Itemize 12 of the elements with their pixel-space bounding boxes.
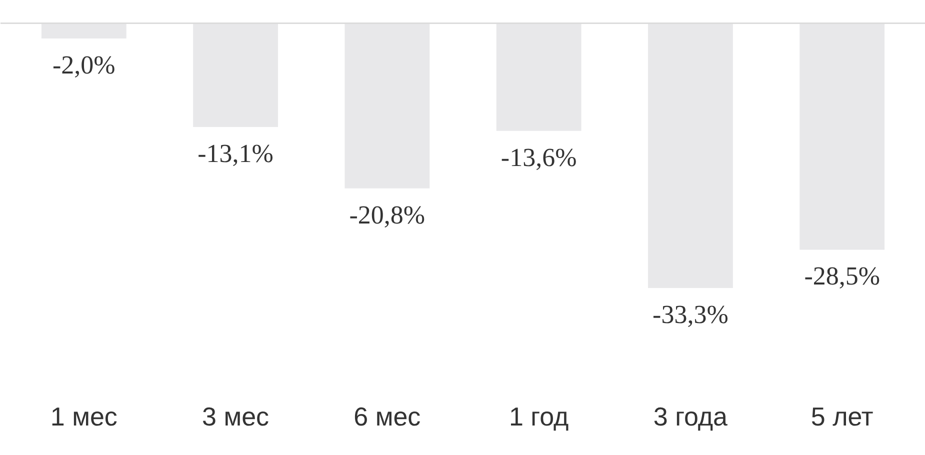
data-label: -13,1% <box>198 138 274 168</box>
data-label: -2,0% <box>52 50 116 80</box>
x-tick-label: 3 мес <box>202 402 270 432</box>
x-tick-label: 5 лет <box>810 402 874 432</box>
x-tick-label: 1 мес <box>50 402 118 432</box>
x-tick-label: 1 год <box>508 402 569 432</box>
data-label: -28,5% <box>804 262 880 291</box>
data-label: -33,3% <box>652 300 728 329</box>
data-label: -20,8% <box>349 200 426 230</box>
x-tick-label: 6 мес <box>354 402 421 432</box>
data-label: -13,6% <box>500 142 577 172</box>
x-tick-label: 3 года <box>653 402 728 432</box>
